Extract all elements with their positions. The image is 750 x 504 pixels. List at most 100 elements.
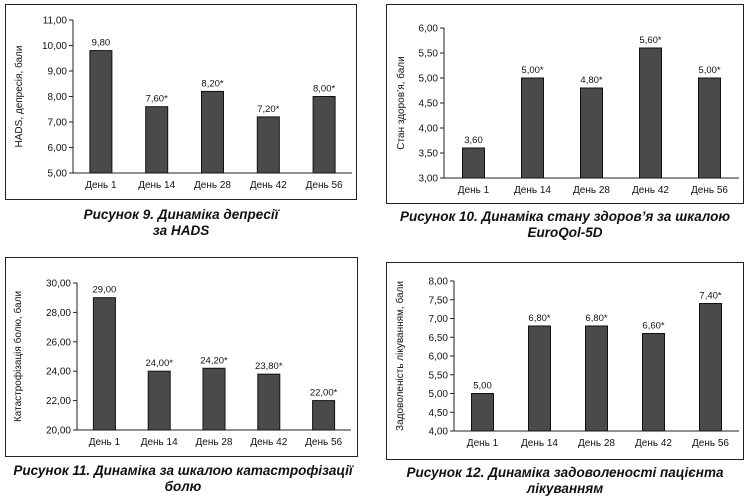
x-tick-label: День 42 — [635, 438, 672, 449]
y-axis-title: Катастрофізація болю, бали — [12, 291, 24, 422]
data-label: 9,80 — [92, 38, 111, 49]
y-axis-title: HADS, депресія, бали — [13, 46, 25, 148]
y-tick-label: 5,50 — [429, 370, 449, 381]
x-tick-label: День 28 — [578, 438, 615, 449]
data-label: 4,80* — [580, 75, 602, 86]
x-tick-label: День 14 — [138, 180, 175, 191]
chart-frame-10: 3,00 3,50 4,00 4,50 5,00 5,50 6,00 Стан здоров’… — [386, 4, 744, 204]
x-tick-label: День 14 — [514, 185, 551, 196]
caption-line-1: Рисунок 12. Динаміка задоволеності паціє… — [406, 465, 724, 480]
bar — [471, 393, 494, 432]
x-tick-label: День 56 — [306, 180, 343, 191]
bar — [585, 325, 608, 432]
data-label: 24,00* — [145, 358, 173, 369]
x-tick-label: День 1 — [458, 185, 490, 196]
y-tick-label: 22,00 — [46, 396, 71, 407]
data-label: 8,00* — [313, 84, 335, 95]
x-tick-label: День 14 — [141, 437, 178, 448]
data-label: 7,40* — [699, 291, 721, 302]
y-tick-label: 7,50 — [429, 295, 449, 306]
caption-line-2: EuroQol-5D — [527, 225, 603, 240]
bar-chart-10: 3,00 3,50 4,00 4,50 5,00 5,50 6,00 Стан здоров’… — [395, 24, 739, 196]
x-tick-label: День 42 — [250, 180, 287, 191]
bar — [699, 303, 722, 432]
x-tick-label: День 14 — [521, 438, 558, 449]
y-tick-label: 4,50 — [429, 408, 449, 419]
caption-line-1: Рисунок 11. Динаміка за шкалою катастроф… — [13, 463, 353, 478]
x-tick-label: День 56 — [691, 185, 728, 196]
y-tick-label: 4,00 — [419, 124, 439, 135]
y-tick-label: 11,00 — [43, 16, 68, 27]
y-tick-label: 24,00 — [46, 367, 71, 378]
data-label: 7,60* — [146, 94, 168, 105]
y-tick-label: 3,00 — [419, 174, 439, 185]
y-tick-label: 4,00 — [429, 427, 449, 438]
bar — [312, 96, 336, 174]
x-tick-label: День 42 — [632, 185, 669, 196]
bar — [92, 297, 116, 431]
data-label: 5,60* — [639, 35, 661, 46]
data-label: 3,60 — [464, 135, 483, 146]
y-tick-label: 7,00 — [429, 314, 449, 325]
y-tick-label: 6,00 — [48, 143, 68, 154]
caption-line-1: Рисунок 9. Динаміка депресії — [83, 207, 279, 222]
caption-line-2: лікуванням — [526, 481, 604, 496]
y-tick-label: 8,00 — [48, 92, 68, 103]
data-label: 23,80* — [255, 361, 283, 372]
y-tick-label: 4,50 — [419, 99, 439, 110]
x-tick-label: День 1 — [85, 180, 117, 191]
y-tick-label: 3,50 — [419, 149, 439, 160]
data-label: 5,00 — [473, 381, 492, 392]
data-label: 6,80* — [585, 313, 607, 324]
x-tick-label: День 28 — [573, 185, 610, 196]
y-tick-label: 5,00 — [429, 389, 449, 400]
bar — [202, 367, 226, 431]
bar — [521, 77, 544, 179]
bar — [462, 147, 485, 179]
caption-line-2: за HADS — [152, 223, 210, 238]
bar — [698, 77, 721, 179]
data-label: 5,00* — [698, 65, 720, 76]
bar-chart-12: 4,00 4,50 5,00 5,50 6,00 6,50 7,00 7,50 8,00 Задо… — [394, 277, 739, 449]
x-tick-label: День 28 — [196, 437, 233, 448]
figure-caption-12: Рисунок 12. Динаміка задоволеності паціє… — [386, 465, 744, 497]
bar — [89, 50, 113, 174]
bar — [580, 87, 603, 179]
bar — [201, 90, 224, 174]
y-tick-label: 5,50 — [419, 49, 439, 60]
bar — [642, 333, 665, 432]
caption-line-2: болю — [164, 479, 202, 494]
data-label: 6,80* — [528, 313, 550, 324]
chart-frame-11: 20,00 22,00 24,00 26,00 28,00 30,00 Катастрофі… — [5, 257, 358, 457]
bar — [257, 373, 281, 431]
y-tick-label: 8,00 — [429, 277, 449, 288]
bar — [147, 370, 171, 431]
bar-chart-11: 20,00 22,00 24,00 26,00 28,00 30,00 Катастрофі… — [12, 279, 351, 448]
y-tick-label: 28,00 — [46, 308, 71, 319]
caption-line-1: Рисунок 10. Динаміка стану здоров’я за ш… — [399, 209, 731, 224]
y-tick-label: 9,00 — [48, 67, 68, 78]
bar — [639, 47, 662, 179]
bar — [145, 106, 169, 174]
y-tick-label: 26,00 — [46, 337, 71, 348]
y-tick-label: 7,00 — [48, 118, 68, 129]
y-tick-label: 30,00 — [46, 279, 71, 290]
x-tick-label: День 56 — [305, 437, 342, 448]
y-tick-label: 5,00 — [48, 169, 68, 180]
y-tick-label: 10,00 — [42, 41, 67, 52]
bar-chart-9: 5,00 6,00 7,00 8,00 9,00 10,00 11,00 HADS, депр… — [13, 16, 352, 191]
figure-caption-10: Рисунок 10. Динаміка стану здоров’я за ш… — [386, 209, 744, 241]
bar — [528, 325, 551, 432]
chart-frame-9: 5,00 6,00 7,00 8,00 9,00 10,00 11,00 HADS, депр… — [5, 4, 357, 200]
x-tick-label: День 28 — [194, 180, 231, 191]
data-label: 8,20* — [201, 78, 223, 89]
y-axis-title: Задоволеність лікуванням, бали — [394, 281, 406, 431]
y-tick-label: 6,00 — [419, 24, 439, 35]
y-tick-label: 6,50 — [429, 333, 449, 344]
y-tick-label: 5,00 — [419, 74, 439, 85]
data-label: 24,20* — [200, 355, 228, 366]
bar — [312, 400, 336, 431]
x-tick-label: День 56 — [692, 438, 729, 449]
x-tick-label: День 1 — [89, 437, 121, 448]
x-tick-label: День 1 — [467, 438, 499, 449]
